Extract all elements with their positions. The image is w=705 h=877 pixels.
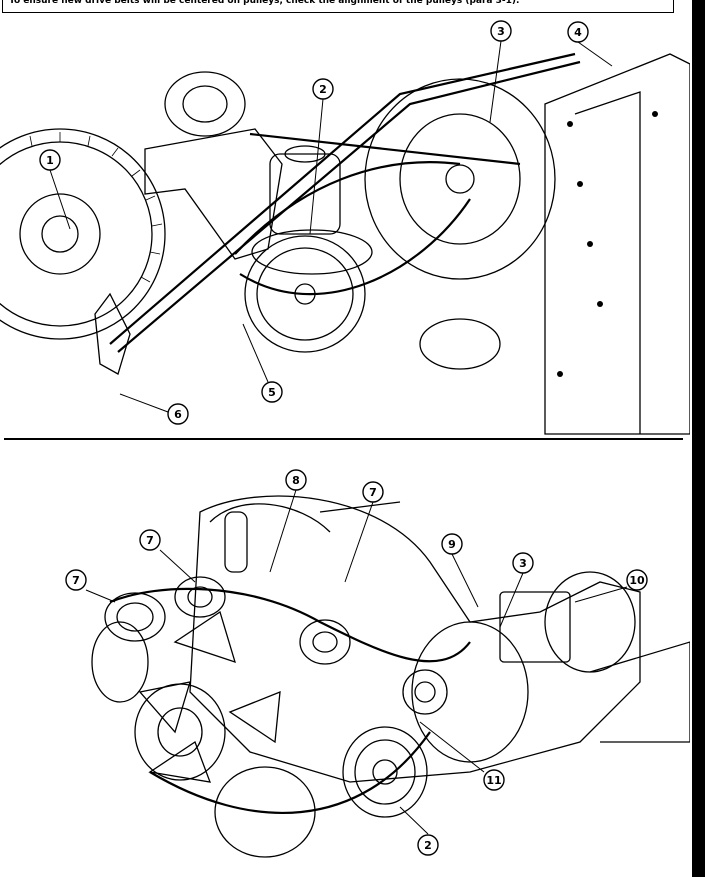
svg-text:6: 6 — [174, 408, 182, 421]
svg-text:5: 5 — [268, 386, 276, 399]
callout-8: 8 — [285, 469, 307, 491]
callout-6: 6 — [167, 403, 189, 425]
svg-text:10: 10 — [629, 574, 645, 587]
callout-11: 11 — [483, 769, 505, 791]
callout-10: 10 — [626, 569, 648, 591]
callout-2: 2 — [312, 78, 334, 100]
callout-3-bottom: 3 — [512, 552, 534, 574]
svg-text:9: 9 — [448, 538, 456, 551]
callout-5: 5 — [261, 381, 283, 403]
svg-text:8: 8 — [292, 474, 300, 487]
header-instruction-text: To ensure new drive belts will be center… — [9, 0, 520, 6]
svg-text:7: 7 — [72, 574, 80, 587]
figure-top: 1 2 3 4 5 6 — [0, 14, 691, 436]
svg-text:1: 1 — [46, 154, 54, 167]
callout-7-middle: 7 — [139, 529, 161, 551]
callout-4: 4 — [567, 21, 589, 43]
svg-text:7: 7 — [369, 486, 377, 499]
figure-bottom: 8 7 7 7 9 3 10 11 2 — [0, 442, 691, 872]
svg-text:3: 3 — [497, 25, 505, 38]
svg-text:3: 3 — [519, 557, 527, 570]
callout-7-left: 7 — [65, 569, 87, 591]
page-edge-bar — [692, 0, 705, 877]
svg-text:4: 4 — [574, 26, 582, 39]
callout-9: 9 — [441, 533, 463, 555]
header-instruction-box: To ensure new drive belts will be center… — [2, 0, 674, 13]
svg-text:2: 2 — [319, 83, 327, 96]
svg-text:2: 2 — [424, 839, 432, 852]
callout-7-top: 7 — [362, 481, 384, 503]
figure-divider — [4, 438, 683, 440]
callout-3: 3 — [490, 20, 512, 42]
callout-2-bottom: 2 — [417, 834, 439, 856]
callout-1: 1 — [39, 149, 61, 171]
svg-text:11: 11 — [486, 774, 501, 787]
svg-text:7: 7 — [146, 534, 154, 547]
